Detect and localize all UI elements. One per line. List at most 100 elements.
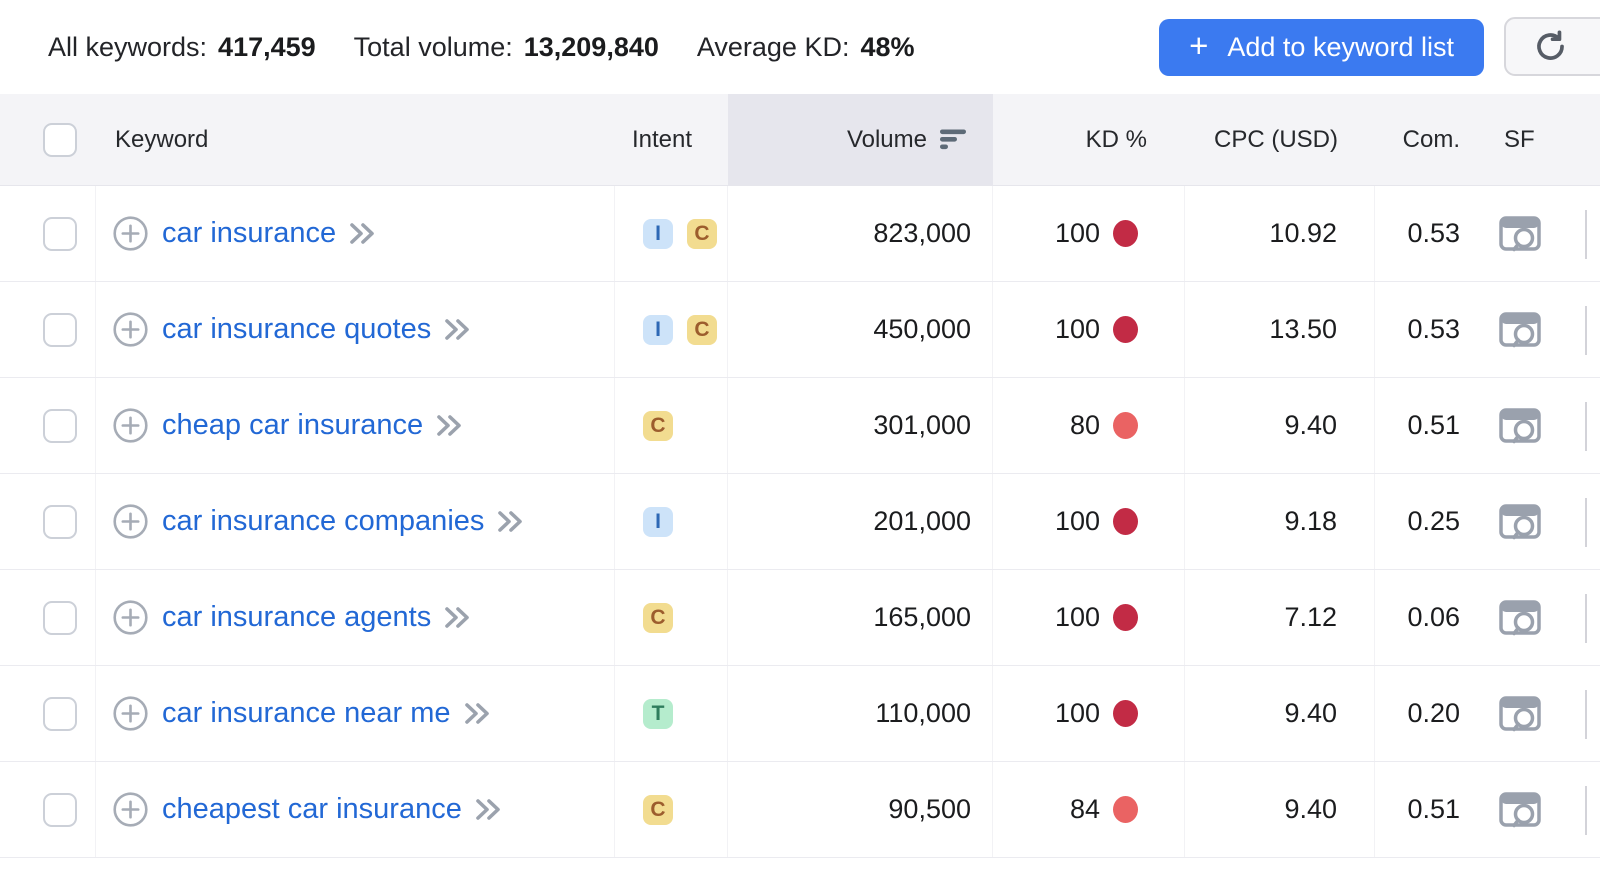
serp-features-button[interactable] bbox=[1498, 693, 1542, 734]
add-keyword-icon[interactable] bbox=[112, 215, 149, 252]
column-header-kd[interactable]: KD % bbox=[993, 94, 1185, 185]
keyword-link[interactable]: car insurance agents bbox=[162, 601, 432, 633]
volume-cell: 110,000 bbox=[728, 666, 993, 761]
intent-badge-i[interactable]: I bbox=[643, 218, 673, 249]
serp-features-icon bbox=[1498, 693, 1542, 734]
double-chevron-right-icon[interactable] bbox=[475, 798, 502, 821]
com-cell: 0.25 bbox=[1375, 474, 1470, 569]
volume-cell: 201,000 bbox=[728, 474, 993, 569]
kd-cell: 100 bbox=[993, 282, 1185, 377]
serp-features-button[interactable] bbox=[1498, 501, 1542, 542]
kd-difficulty-dot bbox=[1113, 412, 1138, 439]
serp-features-icon bbox=[1498, 501, 1542, 542]
row-checkbox[interactable] bbox=[43, 216, 77, 251]
intent-badge-c[interactable]: C bbox=[643, 602, 673, 633]
row-checkbox[interactable] bbox=[43, 408, 77, 443]
double-chevron-right-icon[interactable] bbox=[464, 702, 491, 725]
double-chevron-right-icon[interactable] bbox=[349, 222, 376, 245]
column-header-volume[interactable]: Volume bbox=[728, 94, 993, 185]
add-to-keyword-list-button[interactable]: + Add to keyword list bbox=[1159, 18, 1484, 76]
intent-badge-i[interactable]: I bbox=[643, 314, 673, 345]
volume-value: 165,000 bbox=[873, 602, 971, 632]
refresh-button[interactable] bbox=[1504, 17, 1600, 76]
stat-all-keywords-value: 417,459 bbox=[218, 31, 316, 62]
double-chevron-right-icon[interactable] bbox=[436, 414, 463, 437]
keyword-link[interactable]: car insurance quotes bbox=[162, 313, 432, 345]
serp-features-button[interactable] bbox=[1498, 309, 1542, 350]
serp-features-button[interactable] bbox=[1498, 405, 1542, 446]
column-header-com[interactable]: Com. bbox=[1375, 94, 1470, 185]
keyword-cell: car insurance agents bbox=[96, 570, 615, 665]
row-checkbox[interactable] bbox=[43, 696, 77, 731]
serp-features-icon bbox=[1498, 597, 1542, 638]
cpc-cell: 9.40 bbox=[1185, 378, 1375, 473]
com-value: 0.53 bbox=[1407, 218, 1460, 248]
sf-cell bbox=[1470, 282, 1600, 377]
volume-cell: 301,000 bbox=[728, 378, 993, 473]
cpc-cell: 7.12 bbox=[1185, 570, 1375, 665]
keyword-cell: car insurance bbox=[96, 186, 615, 281]
add-keyword-icon[interactable] bbox=[112, 599, 149, 636]
table-row: car insurance near me T 110,000 100 9.40… bbox=[0, 666, 1600, 762]
sort-descending-icon bbox=[940, 129, 967, 150]
add-keyword-icon[interactable] bbox=[112, 695, 149, 732]
cpc-cell: 9.40 bbox=[1185, 762, 1375, 857]
com-value: 0.53 bbox=[1407, 314, 1460, 344]
row-checkbox-cell bbox=[0, 474, 96, 569]
keyword-link[interactable]: cheapest car insurance bbox=[162, 793, 462, 825]
row-checkbox-cell bbox=[0, 282, 96, 377]
volume-value: 301,000 bbox=[873, 410, 971, 440]
add-keyword-icon[interactable] bbox=[112, 311, 149, 348]
column-header-com-label: Com. bbox=[1402, 125, 1460, 153]
table-row: car insurance agents C 165,000 100 7.12 … bbox=[0, 570, 1600, 666]
row-checkbox[interactable] bbox=[43, 504, 77, 539]
volume-value: 90,500 bbox=[888, 794, 971, 824]
intent-badge-t[interactable]: T bbox=[643, 698, 673, 729]
sf-cell bbox=[1470, 666, 1600, 761]
serp-features-icon bbox=[1498, 309, 1542, 350]
column-header-cpc[interactable]: CPC (USD) bbox=[1185, 94, 1375, 185]
keyword-link[interactable]: car insurance bbox=[162, 217, 337, 249]
cpc-value: 9.40 bbox=[1284, 410, 1337, 440]
double-chevron-right-icon[interactable] bbox=[444, 318, 471, 341]
volume-value: 110,000 bbox=[875, 698, 971, 728]
com-cell: 0.51 bbox=[1375, 762, 1470, 857]
refresh-icon bbox=[1533, 29, 1568, 64]
add-keyword-icon[interactable] bbox=[112, 407, 149, 444]
keyword-link[interactable]: cheap car insurance bbox=[162, 409, 424, 441]
serp-features-icon bbox=[1498, 789, 1542, 830]
sf-cell bbox=[1470, 762, 1600, 857]
column-header-sf-label: SF bbox=[1504, 125, 1535, 153]
cpc-cell: 10.92 bbox=[1185, 186, 1375, 281]
intent-badge-c[interactable]: C bbox=[687, 218, 717, 249]
add-keyword-icon[interactable] bbox=[112, 791, 149, 828]
intent-badge-c[interactable]: C bbox=[643, 794, 673, 825]
serp-features-button[interactable] bbox=[1498, 789, 1542, 830]
intent-badge-i[interactable]: I bbox=[643, 506, 673, 537]
com-cell: 0.53 bbox=[1375, 282, 1470, 377]
select-all-checkbox[interactable] bbox=[43, 122, 77, 157]
double-chevron-right-icon[interactable] bbox=[444, 606, 471, 629]
com-cell: 0.20 bbox=[1375, 666, 1470, 761]
kd-value: 100 bbox=[1054, 314, 1100, 344]
intent-badge-c[interactable]: C bbox=[687, 314, 717, 345]
volume-cell: 90,500 bbox=[728, 762, 993, 857]
intent-cell: C bbox=[615, 570, 728, 665]
stat-average-kd-label: Average KD: bbox=[696, 31, 850, 62]
kd-value: 100 bbox=[1054, 698, 1100, 728]
keyword-link[interactable]: car insurance near me bbox=[162, 697, 451, 729]
serp-features-button[interactable] bbox=[1498, 597, 1542, 638]
add-keyword-icon[interactable] bbox=[112, 503, 149, 540]
row-checkbox[interactable] bbox=[43, 600, 77, 635]
keyword-link[interactable]: car insurance companies bbox=[162, 505, 485, 537]
row-checkbox[interactable] bbox=[43, 312, 77, 347]
row-checkbox[interactable] bbox=[43, 792, 77, 827]
double-chevron-right-icon[interactable] bbox=[497, 510, 524, 533]
volume-cell: 823,000 bbox=[728, 186, 993, 281]
serp-features-button[interactable] bbox=[1498, 213, 1542, 254]
toolbar: All keywords: 417,459 Total volume: 13,2… bbox=[0, 0, 1600, 94]
intent-badge-c[interactable]: C bbox=[643, 410, 673, 441]
cpc-value: 9.18 bbox=[1284, 506, 1337, 536]
